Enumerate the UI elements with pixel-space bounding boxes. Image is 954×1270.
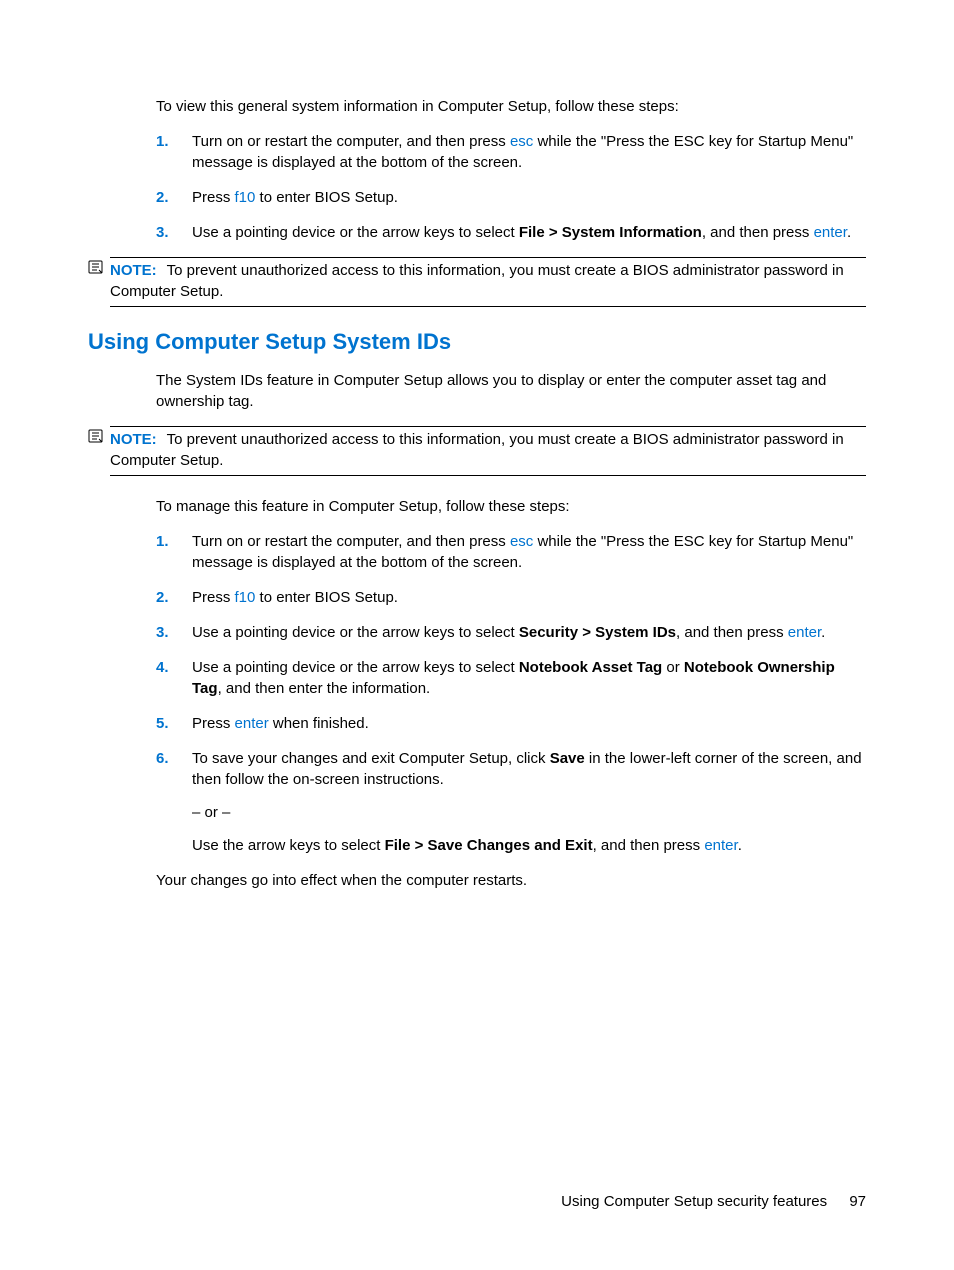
step-text: , and then press bbox=[676, 624, 788, 641]
menu-path: Save bbox=[550, 750, 585, 767]
section2-steps: 1. Turn on or restart the computer, and … bbox=[156, 531, 866, 856]
step-number: 1. bbox=[156, 531, 169, 552]
key-enter: enter bbox=[788, 624, 821, 641]
step-text: . bbox=[821, 624, 825, 641]
step-text: Use the arrow keys to select File > Save… bbox=[192, 835, 866, 856]
note-text: To prevent unauthorized access to this i… bbox=[110, 262, 844, 300]
page-number: 97 bbox=[849, 1193, 866, 1210]
list-item: 1. Turn on or restart the computer, and … bbox=[192, 531, 866, 573]
step-number: 3. bbox=[156, 222, 169, 243]
key-enter: enter bbox=[704, 837, 737, 854]
step-text: To save your changes and exit Computer S… bbox=[192, 750, 550, 767]
list-item: 3. Use a pointing device or the arrow ke… bbox=[192, 222, 866, 243]
step-text: Use a pointing device or the arrow keys … bbox=[192, 224, 519, 241]
page-footer: Using Computer Setup security features 9… bbox=[561, 1191, 866, 1212]
step-text: Press bbox=[192, 589, 235, 606]
menu-path: File > System Information bbox=[519, 224, 702, 241]
note-block: NOTE:To prevent unauthorized access to t… bbox=[88, 426, 866, 476]
section1-intro: To view this general system information … bbox=[156, 96, 866, 117]
step-number: 6. bbox=[156, 748, 169, 769]
or-separator: – or – bbox=[192, 802, 866, 823]
note-icon bbox=[88, 260, 104, 274]
list-item: 4. Use a pointing device or the arrow ke… bbox=[192, 657, 866, 699]
list-item: 1. Turn on or restart the computer, and … bbox=[192, 131, 866, 173]
key-esc: esc bbox=[510, 133, 533, 150]
step-text: to enter BIOS Setup. bbox=[255, 189, 398, 206]
step-text: Use a pointing device or the arrow keys … bbox=[192, 624, 519, 641]
step-number: 5. bbox=[156, 713, 169, 734]
key-esc: esc bbox=[510, 533, 533, 550]
step-number: 3. bbox=[156, 622, 169, 643]
list-item: 2. Press f10 to enter BIOS Setup. bbox=[192, 187, 866, 208]
key-enter: enter bbox=[814, 224, 847, 241]
step-text: Use the arrow keys to select bbox=[192, 837, 385, 854]
step-number: 4. bbox=[156, 657, 169, 678]
note-label: NOTE: bbox=[110, 431, 157, 448]
step-text: , and then enter the information. bbox=[218, 680, 431, 697]
list-item: 2. Press f10 to enter BIOS Setup. bbox=[192, 587, 866, 608]
step-text: or bbox=[662, 659, 684, 676]
list-item: 5. Press enter when finished. bbox=[192, 713, 866, 734]
step-text: Turn on or restart the computer, and the… bbox=[192, 533, 510, 550]
step-number: 2. bbox=[156, 187, 169, 208]
step-text: Press bbox=[192, 189, 235, 206]
step-text: , and then press bbox=[593, 837, 705, 854]
step-text: . bbox=[847, 224, 851, 241]
section1-steps: 1. Turn on or restart the computer, and … bbox=[156, 131, 866, 243]
step-number: 1. bbox=[156, 131, 169, 152]
section2-intro: The System IDs feature in Computer Setup… bbox=[156, 370, 866, 412]
menu-path: Security > System IDs bbox=[519, 624, 676, 641]
menu-path: Notebook Asset Tag bbox=[519, 659, 662, 676]
step-text: to enter BIOS Setup. bbox=[255, 589, 398, 606]
menu-path: File > Save Changes and Exit bbox=[385, 837, 593, 854]
note-icon bbox=[88, 429, 104, 443]
step-text: when finished. bbox=[269, 715, 369, 732]
list-item: 3. Use a pointing device or the arrow ke… bbox=[192, 622, 866, 643]
note-block: NOTE:To prevent unauthorized access to t… bbox=[88, 257, 866, 307]
step-text: Use a pointing device or the arrow keys … bbox=[192, 659, 519, 676]
key-f10: f10 bbox=[235, 589, 256, 606]
key-f10: f10 bbox=[235, 189, 256, 206]
footer-text: Using Computer Setup security features bbox=[561, 1193, 827, 1210]
step-text: , and then press bbox=[702, 224, 814, 241]
step-text: . bbox=[738, 837, 742, 854]
step-text: Turn on or restart the computer, and the… bbox=[192, 133, 510, 150]
step-number: 2. bbox=[156, 587, 169, 608]
key-enter: enter bbox=[235, 715, 269, 732]
note-text: To prevent unauthorized access to this i… bbox=[110, 431, 844, 469]
step-text: Press bbox=[192, 715, 235, 732]
section2-heading: Using Computer Setup System IDs bbox=[88, 327, 866, 358]
section2-closing: Your changes go into effect when the com… bbox=[156, 870, 866, 891]
note-label: NOTE: bbox=[110, 262, 157, 279]
list-item: 6. To save your changes and exit Compute… bbox=[192, 748, 866, 856]
section2-lead: To manage this feature in Computer Setup… bbox=[156, 496, 866, 517]
